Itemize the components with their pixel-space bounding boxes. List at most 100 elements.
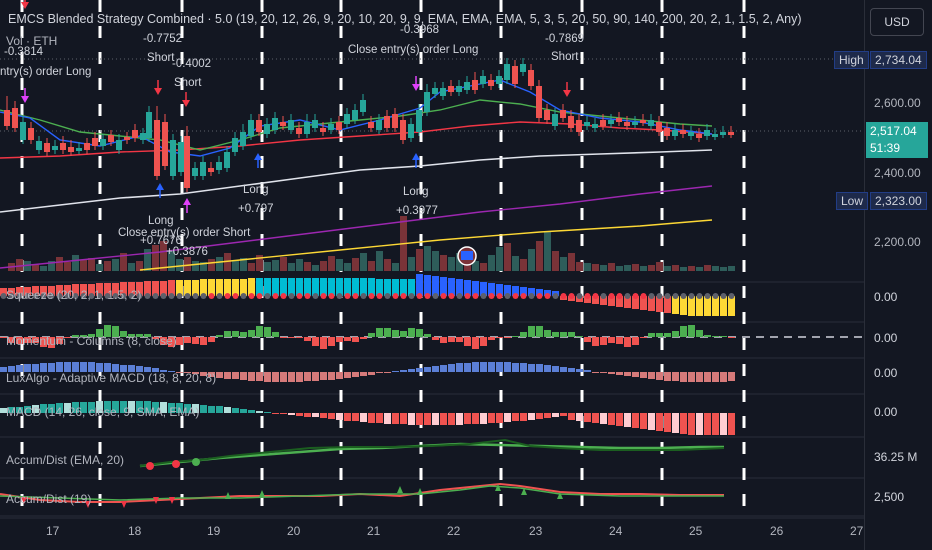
adaptive-macd-bar (624, 372, 631, 376)
squeeze-dot (448, 293, 455, 299)
momentum-column (224, 331, 231, 337)
adaptive-macd-bar (376, 372, 383, 373)
adaptive-macd-bar (728, 372, 735, 381)
x-tick-24: 24 (609, 524, 623, 538)
squeeze-dot (360, 293, 367, 299)
macd-bar (544, 413, 551, 418)
short-signal-arrow (563, 90, 571, 97)
squeeze-bar (200, 279, 207, 296)
squeeze-bar (464, 280, 471, 296)
long-signal-arrow (156, 183, 164, 190)
accum-signal-triangle (169, 497, 175, 504)
squeeze-dot (272, 293, 279, 299)
candle-body (12, 108, 18, 128)
candle-body (100, 139, 106, 146)
squeeze-dot (712, 293, 719, 299)
squeeze-dot (248, 293, 255, 299)
price-axis[interactable] (864, 0, 932, 550)
volume-bar (568, 253, 575, 271)
squeeze-bar (696, 296, 703, 316)
volume-bar (640, 266, 647, 271)
accum-signal-triangle (557, 492, 563, 499)
currency-button[interactable]: USD (870, 8, 924, 36)
volume-bar (128, 263, 135, 271)
volume-bar (496, 247, 503, 271)
macd-bar (616, 413, 623, 426)
adaptive-macd-bar (40, 363, 47, 372)
momentum-column (160, 337, 167, 345)
squeeze-dot (296, 293, 303, 299)
squeeze-bar (120, 282, 127, 296)
squeeze-dot (88, 293, 95, 299)
squeeze-bar (336, 278, 343, 296)
momentum-column (24, 337, 31, 343)
candle-body (162, 122, 168, 166)
x-tick-23: 23 (529, 524, 543, 538)
squeeze-bar (480, 282, 487, 296)
x-tick-22: 22 (447, 524, 461, 538)
candle-body (200, 162, 206, 176)
macd-bar (16, 407, 23, 413)
squeeze-bar (144, 281, 151, 296)
candle-body (520, 64, 526, 72)
momentum-column (696, 330, 703, 337)
macd-bar (408, 413, 415, 425)
adaptive-macd-bar (584, 370, 591, 372)
macd-bar (672, 413, 679, 433)
squeeze-bar (688, 296, 695, 316)
momentum-column (304, 337, 311, 341)
adaptive-macd-bar (328, 372, 335, 380)
candle-body (592, 124, 598, 128)
trade-anno-17: +0.7676 (140, 235, 182, 247)
candle-body (416, 110, 422, 132)
squeeze-bar (400, 279, 407, 296)
candle-body (328, 124, 334, 130)
candle-body (184, 136, 190, 188)
squeeze-bar (96, 283, 103, 296)
macd-bar (424, 413, 431, 425)
pane-accum-ema-value: 36.25 M (874, 450, 918, 464)
squeeze-bar (248, 278, 255, 296)
macd-bar (40, 404, 47, 413)
adaptive-macd-bar (128, 365, 135, 372)
momentum-column (376, 328, 383, 337)
momentum-column (520, 332, 527, 337)
volume-bar (432, 251, 439, 271)
adaptive-macd-bar (160, 370, 167, 372)
squeeze-dot (256, 293, 263, 299)
volume-bar (512, 256, 519, 271)
ema-yellow-line (139, 219, 713, 271)
accum-signal-triangle (121, 501, 127, 508)
volume-bar (632, 264, 639, 271)
momentum-column (120, 331, 127, 337)
candle-body (512, 66, 518, 84)
volume-bar (160, 241, 167, 271)
squeeze-dot (120, 293, 127, 299)
candle-body (170, 140, 176, 176)
macd-bar (400, 413, 407, 424)
momentum-column (216, 335, 223, 337)
adaptive-macd-bar (536, 364, 543, 372)
candle-body (432, 88, 438, 94)
adaptive-macd-bar (568, 368, 575, 372)
squeeze-bar (704, 296, 711, 316)
volume-label: Vol · ETH (6, 34, 58, 48)
volume-bar (48, 261, 55, 271)
candle-body (584, 122, 590, 126)
momentum-column (336, 337, 343, 342)
candle-body (288, 120, 294, 130)
momentum-column (40, 337, 47, 347)
volume-bar (520, 259, 527, 271)
macd-bar (608, 413, 615, 425)
pane-accum-value: 2,500 (874, 490, 905, 504)
squeeze-bar (328, 278, 335, 296)
adaptive-macd-bar (656, 372, 663, 380)
trade-anno-14: +0.3977 (396, 205, 438, 217)
long-signal-arrow (254, 153, 262, 160)
squeeze-dot (600, 293, 607, 299)
trade-anno-15: Long (148, 215, 174, 227)
momentum-column (112, 326, 119, 337)
momentum-column (680, 326, 687, 337)
macd-bar (96, 401, 103, 413)
